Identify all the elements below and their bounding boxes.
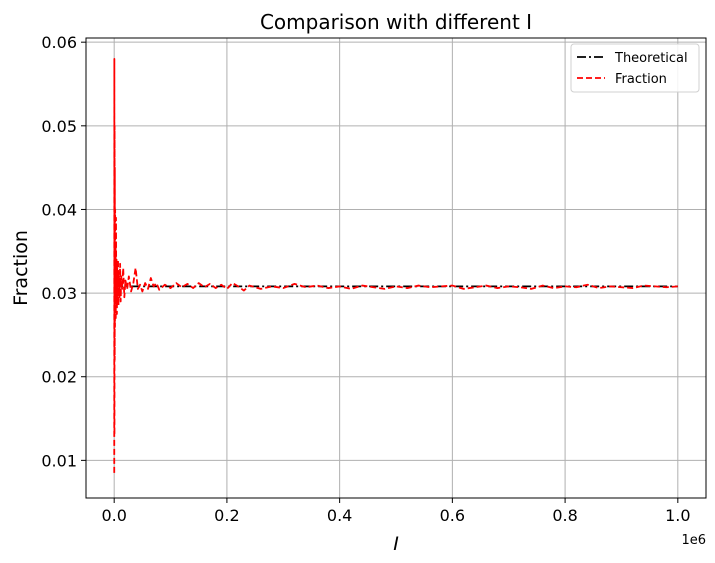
x-tick-label: 0.8: [552, 506, 577, 525]
grid-lines: [86, 38, 706, 498]
legend: Theoretical Fraction: [570, 43, 700, 93]
y-axis: 0.01 0.02 0.03 0.04 0.05 0.06: [41, 33, 86, 470]
y-tick-label: 0.05: [41, 117, 77, 136]
x-axis: 0.0 0.2 0.4 0.6 0.8 1.0: [101, 498, 691, 525]
y-tick-label: 0.04: [41, 200, 77, 219]
x-tick-label: 0.2: [214, 506, 239, 525]
legend-label-theoretical: Theoretical: [614, 51, 688, 66]
series-line-fraction: [113, 58, 678, 473]
legend-box: [570, 43, 700, 93]
x-tick-label: 1.0: [665, 506, 690, 525]
y-tick-label: 0.01: [41, 451, 77, 470]
plot-frame: [85, 37, 707, 499]
y-tick-label: 0.02: [41, 368, 77, 387]
legend-label-fraction: Fraction: [615, 72, 667, 87]
x-tick-label: 0.0: [101, 506, 126, 525]
y-tick-label: 0.06: [41, 33, 77, 52]
x-tick-label: 0.6: [440, 506, 465, 525]
y-axis-label: Fraction: [10, 230, 32, 306]
x-tick-label: 0.4: [327, 506, 352, 525]
chart-title-text: Comparison with different I: [260, 10, 532, 34]
y-tick-label: 0.03: [41, 284, 77, 303]
series-layer: [113, 58, 678, 473]
x-axis-label: I: [393, 533, 399, 555]
chart-title: Comparison with different I: [260, 10, 532, 34]
x-axis-offset-label: 1e6: [681, 533, 706, 548]
